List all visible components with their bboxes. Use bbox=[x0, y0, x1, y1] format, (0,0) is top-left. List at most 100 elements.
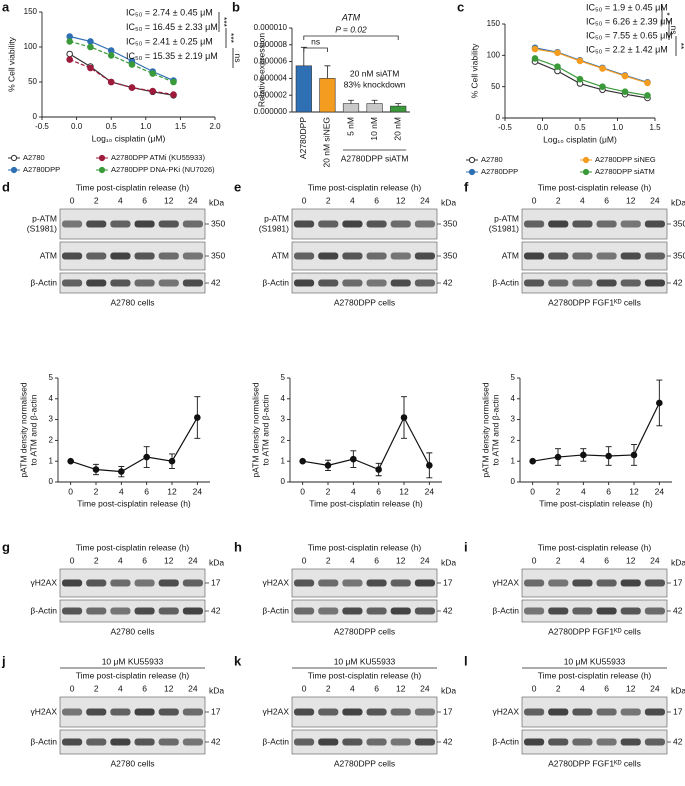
lane-label: 2 bbox=[326, 683, 331, 693]
blot-strip bbox=[59, 696, 206, 728]
band bbox=[414, 220, 435, 228]
y-tick-label: 50 bbox=[28, 77, 37, 86]
kda-label: 42 bbox=[443, 605, 453, 615]
row-label: β-Actin bbox=[262, 277, 289, 287]
x-tick-label: 1.5 bbox=[649, 123, 661, 132]
y-tick-label: 4 bbox=[511, 394, 516, 403]
data-point bbox=[170, 91, 177, 98]
band bbox=[548, 738, 569, 746]
band bbox=[294, 252, 315, 260]
band bbox=[596, 579, 617, 587]
data-point bbox=[87, 64, 94, 72]
ic50-annotation: IC₅₀ = 1.9 ± 0.45 μM bbox=[586, 2, 668, 12]
band bbox=[524, 279, 545, 287]
data-point bbox=[107, 78, 115, 86]
band bbox=[318, 708, 339, 716]
band bbox=[294, 708, 315, 716]
band bbox=[596, 738, 617, 746]
band bbox=[182, 607, 203, 615]
band bbox=[110, 607, 131, 615]
kda-unit: kDa bbox=[671, 685, 685, 695]
x-tick-label: 5 nM bbox=[345, 117, 355, 136]
x-axis-label: Log₁₀ cisplatin (μM) bbox=[92, 133, 166, 143]
y-tick-label: 0.000008 bbox=[254, 40, 288, 49]
lane-label: 4 bbox=[350, 683, 355, 693]
band bbox=[366, 607, 387, 615]
error-bar bbox=[324, 65, 331, 79]
band bbox=[524, 708, 545, 716]
band bbox=[572, 738, 593, 746]
lane-label: 12 bbox=[164, 555, 174, 565]
lane-label: 0 bbox=[70, 195, 75, 205]
blot-strip bbox=[291, 241, 438, 271]
data-point bbox=[299, 457, 306, 465]
data-point bbox=[599, 83, 606, 90]
data-point bbox=[644, 92, 651, 99]
panel-letter: h bbox=[234, 539, 242, 554]
band bbox=[342, 279, 363, 287]
blot-header: Time post-cisplatin release (h) bbox=[308, 670, 422, 680]
band bbox=[158, 738, 179, 746]
y-tick-label: 0.000002 bbox=[254, 90, 288, 99]
band bbox=[644, 738, 665, 746]
data-point bbox=[107, 52, 115, 59]
y-axis-label: % Cell viability bbox=[469, 43, 479, 99]
band bbox=[572, 220, 593, 228]
blot-strip bbox=[521, 696, 668, 728]
blot-strip bbox=[291, 208, 438, 240]
y-tick-label: 2 bbox=[511, 436, 516, 445]
band bbox=[342, 607, 363, 615]
band bbox=[62, 738, 83, 746]
row-label: γH2AX bbox=[31, 706, 58, 716]
band bbox=[390, 738, 411, 746]
bar bbox=[342, 103, 360, 113]
band bbox=[318, 279, 339, 287]
panel-letter: c bbox=[457, 0, 464, 14]
band bbox=[366, 220, 387, 228]
lane-label: 12 bbox=[396, 195, 406, 205]
bar bbox=[295, 65, 312, 113]
row-label: β-Actin bbox=[492, 605, 519, 615]
significance-label: ns bbox=[233, 54, 243, 63]
lane-label: 6 bbox=[374, 195, 379, 205]
band bbox=[366, 708, 387, 716]
kda-unit: kDa bbox=[441, 557, 456, 567]
band bbox=[596, 220, 617, 228]
y-tick-label: 0 bbox=[33, 112, 38, 121]
p-value: P = 0.02 bbox=[335, 24, 367, 34]
data-point bbox=[149, 70, 157, 77]
bar bbox=[390, 105, 407, 113]
band bbox=[390, 708, 411, 716]
lane-label: 0 bbox=[70, 683, 75, 693]
blot-strip bbox=[521, 208, 668, 240]
legend-label: A2780DPP siNEG bbox=[595, 155, 656, 164]
panel-letter: d bbox=[2, 179, 10, 194]
band bbox=[182, 738, 203, 746]
band bbox=[548, 579, 569, 587]
data-point bbox=[168, 457, 176, 465]
lane-label: 0 bbox=[70, 555, 75, 565]
lane-label: 6 bbox=[604, 555, 609, 565]
row-label: p-ATM bbox=[32, 213, 57, 223]
y-tick-label: 50 bbox=[491, 82, 500, 91]
band bbox=[366, 279, 387, 287]
band bbox=[572, 607, 593, 615]
series-line bbox=[70, 417, 198, 473]
y-tick-label: 0 bbox=[511, 477, 516, 486]
row-label: β-Actin bbox=[262, 605, 289, 615]
blot-strip bbox=[521, 568, 668, 598]
blot-strip bbox=[521, 241, 668, 271]
x-tick-label: 4 bbox=[119, 486, 124, 496]
kda-label: 17 bbox=[443, 706, 453, 716]
x-tick-label: 2.0 bbox=[209, 122, 221, 131]
blot-header: Time post-cisplatin release (h) bbox=[76, 670, 190, 680]
legend-label: A2780DPP ATMi (KU55933) bbox=[111, 153, 205, 162]
data-point bbox=[128, 84, 136, 91]
panel-letter: j bbox=[1, 653, 6, 668]
data-point bbox=[621, 88, 629, 95]
ic50-annotation: IC₅₀ = 2.41 ± 0.25 μM bbox=[126, 36, 213, 46]
blot-strip bbox=[59, 241, 206, 271]
x-tick-label: 2 bbox=[94, 486, 99, 496]
band bbox=[548, 220, 569, 228]
y-tick-label: 1 bbox=[281, 456, 286, 465]
